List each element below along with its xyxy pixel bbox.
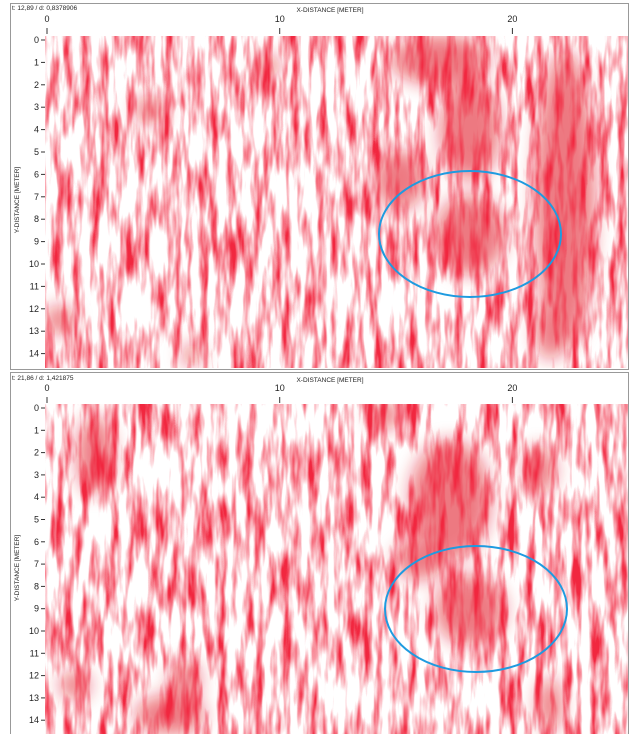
y-tick-label: 9	[34, 237, 39, 247]
y-tick-label: 11	[30, 281, 39, 291]
y-tick-label: 8	[34, 581, 39, 591]
panel-header: t: 12,89 / d: 0,8378906	[12, 5, 77, 12]
y-tick-label: 5	[34, 147, 39, 157]
y-tick-label: 2	[34, 448, 39, 458]
highlight-ellipse	[384, 545, 568, 673]
y-tick-label: 4	[34, 125, 39, 135]
x-tick-label: 0	[44, 14, 49, 24]
y-tick-label: 4	[34, 492, 39, 502]
y-tick-label: 10	[29, 259, 39, 269]
y-tick-label: 7	[34, 559, 39, 569]
y-tick-label: 1	[34, 57, 39, 67]
x-tick-label: 10	[275, 383, 285, 393]
y-tick-label: 6	[34, 169, 39, 179]
x-tick-label: 20	[507, 383, 517, 393]
highlight-ellipse	[378, 170, 562, 298]
y-tick-label: 3	[34, 102, 39, 112]
y-tick-label: 11	[30, 648, 39, 658]
y-tick-label: 5	[34, 515, 39, 525]
y-axis-label: Y-DISTANCE [METER]	[14, 167, 21, 234]
y-tick-label: 3	[34, 470, 39, 480]
y-tick-label: 12	[29, 671, 39, 681]
x-tick-label: 0	[44, 383, 49, 393]
y-tick-label: 2	[34, 80, 39, 90]
y-tick-label: 10	[29, 626, 39, 636]
heatmap	[45, 404, 628, 734]
y-tick-label: 0	[34, 403, 39, 413]
y-tick-label: 14	[29, 715, 39, 725]
x-tick-label: 10	[275, 14, 285, 24]
y-tick-label: 14	[29, 349, 39, 359]
x-axis-label: X-DISTANCE [METER]	[296, 377, 363, 384]
y-tick-label: 12	[29, 304, 39, 314]
y-tick-label: 0	[34, 35, 39, 45]
y-axis-label: Y-DISTANCE [METER]	[14, 535, 21, 602]
y-tick-label: 9	[34, 604, 39, 614]
y-tick-label: 1	[34, 425, 39, 435]
y-tick-label: 6	[34, 537, 39, 547]
y-tick-label: 13	[29, 326, 39, 336]
x-tick-label: 20	[507, 14, 517, 24]
x-axis-label: X-DISTANCE [METER]	[296, 7, 363, 14]
heatmap	[45, 36, 628, 368]
y-tick-label: 7	[34, 192, 39, 202]
y-tick-label: 8	[34, 214, 39, 224]
y-tick-label: 13	[29, 693, 39, 703]
panel-header: t: 21,86 / d: 1,421875	[12, 375, 74, 382]
